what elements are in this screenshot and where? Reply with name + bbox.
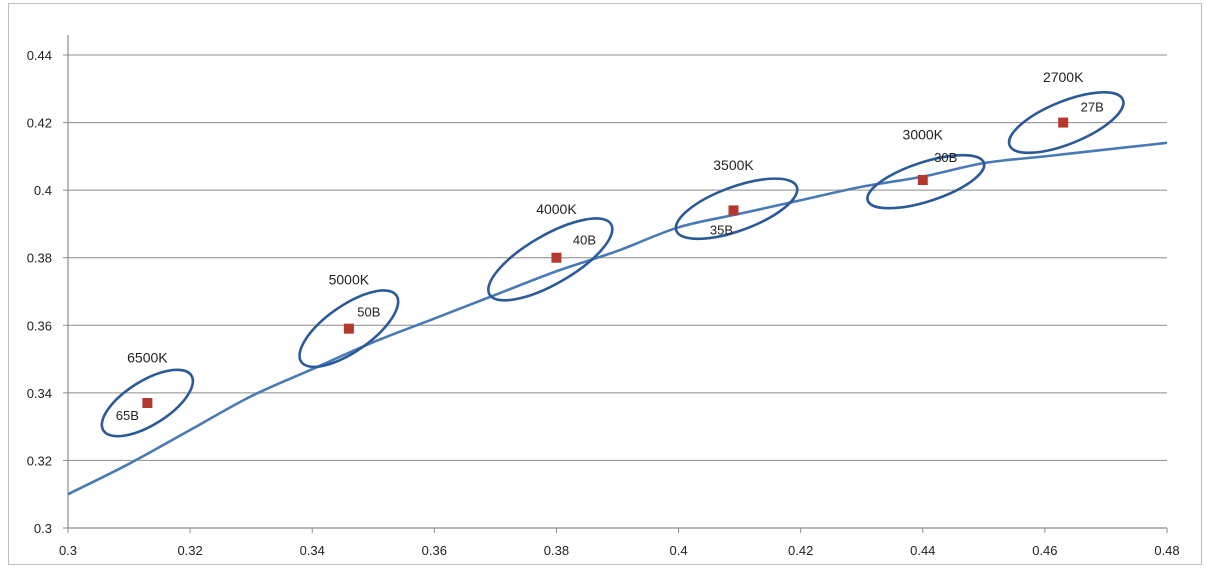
cct-annotation: 3000K [903, 126, 944, 142]
x-tick-label: 0.36 [422, 543, 447, 558]
tolerance-ellipse [487, 217, 614, 302]
data-point-label: 50B [357, 305, 380, 320]
cct-annotation: 6500K [127, 349, 168, 365]
data-point-label: 65B [116, 408, 139, 423]
tolerance-ellipse [674, 177, 799, 241]
x-tick-label: 0.34 [300, 543, 325, 558]
chart-border [8, 3, 1202, 565]
cct-annotation: 3500K [713, 157, 754, 173]
data-point-label: 40B [573, 233, 596, 248]
data-point-marker [1058, 117, 1069, 128]
x-tick-label: 0.32 [177, 543, 202, 558]
x-tick-label: 0.48 [1154, 543, 1179, 558]
tolerance-ellipse [866, 153, 986, 210]
data-point-marker [917, 175, 928, 186]
tolerance-ellipse [100, 368, 195, 438]
data-point-marker [551, 252, 562, 263]
tolerance-ellipse [1007, 91, 1125, 155]
data-point-label: 35B [710, 222, 733, 237]
y-tick-label: 0.44 [27, 48, 52, 63]
x-tick-label: 0.44 [910, 543, 935, 558]
x-tick-label: 0.3 [59, 543, 77, 558]
cct-annotation: 4000K [536, 201, 577, 217]
x-tick-label: 0.38 [544, 543, 569, 558]
y-tick-label: 0.3 [34, 521, 52, 536]
y-tick-label: 0.4 [34, 183, 52, 198]
y-tick-label: 0.38 [27, 251, 52, 266]
data-point-marker [728, 205, 739, 216]
locus-curve [67, 141, 1168, 496]
y-tick-label: 0.36 [27, 318, 52, 333]
y-tick-label: 0.34 [27, 386, 52, 401]
x-tick-label: 0.46 [1032, 543, 1057, 558]
y-tick-label: 0.32 [27, 453, 52, 468]
y-tick-label: 0.42 [27, 116, 52, 131]
cct-annotation: 2700K [1043, 69, 1084, 85]
data-point-marker [343, 323, 354, 334]
x-tick-label: 0.42 [788, 543, 813, 558]
data-point-label: 30B [934, 150, 957, 165]
tolerance-ellipse [298, 289, 400, 369]
cct-annotation: 5000K [329, 272, 370, 288]
data-point-label: 27B [1081, 100, 1104, 115]
x-tick-label: 0.4 [670, 543, 688, 558]
data-point-marker [142, 397, 153, 408]
